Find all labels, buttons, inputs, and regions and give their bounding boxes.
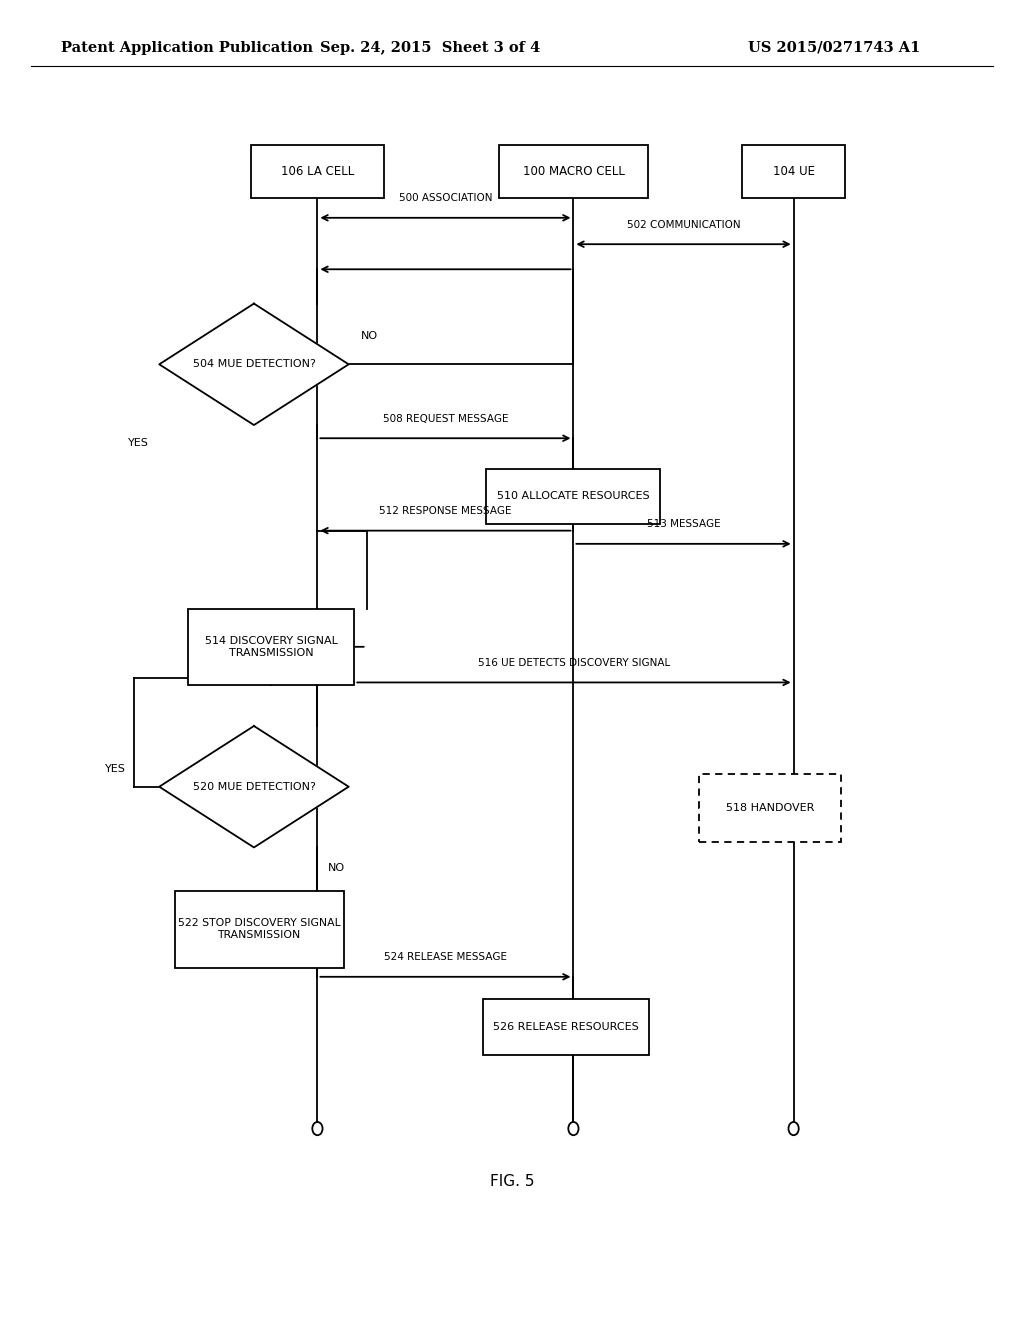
Polygon shape — [160, 304, 348, 425]
Text: NO: NO — [328, 863, 345, 874]
Text: 512 RESPONSE MESSAGE: 512 RESPONSE MESSAGE — [379, 506, 512, 516]
Text: 524 RELEASE MESSAGE: 524 RELEASE MESSAGE — [384, 952, 507, 962]
Bar — [174, 891, 344, 968]
Bar — [500, 145, 648, 198]
Text: 516 UE DETECTS DISCOVERY SIGNAL: 516 UE DETECTS DISCOVERY SIGNAL — [478, 657, 670, 668]
Bar — [251, 145, 384, 198]
Text: 522 STOP DISCOVERY SIGNAL
TRANSMISSION: 522 STOP DISCOVERY SIGNAL TRANSMISSION — [178, 919, 340, 940]
Text: 514 DISCOVERY SIGNAL
TRANSMISSION: 514 DISCOVERY SIGNAL TRANSMISSION — [205, 636, 338, 657]
Text: 106 LA CELL: 106 LA CELL — [281, 165, 354, 178]
Text: YES: YES — [128, 438, 150, 449]
Text: 518 HANDOVER: 518 HANDOVER — [726, 803, 814, 813]
Bar — [188, 609, 354, 685]
Text: 526 RELEASE RESOURCES: 526 RELEASE RESOURCES — [494, 1022, 639, 1032]
Text: 504 MUE DETECTION?: 504 MUE DETECTION? — [193, 359, 315, 370]
Text: 513 MESSAGE: 513 MESSAGE — [647, 519, 720, 529]
Text: 104 UE: 104 UE — [772, 165, 815, 178]
Text: NO: NO — [361, 330, 378, 341]
Text: 520 MUE DETECTION?: 520 MUE DETECTION? — [193, 781, 315, 792]
Text: 510 ALLOCATE RESOURCES: 510 ALLOCATE RESOURCES — [497, 491, 650, 502]
Bar — [699, 774, 841, 842]
Text: 100 MACRO CELL: 100 MACRO CELL — [522, 165, 625, 178]
Text: 508 REQUEST MESSAGE: 508 REQUEST MESSAGE — [383, 413, 508, 424]
Text: FIG. 5: FIG. 5 — [489, 1173, 535, 1189]
Polygon shape — [160, 726, 348, 847]
Text: 502 COMMUNICATION: 502 COMMUNICATION — [627, 219, 740, 230]
Text: Patent Application Publication: Patent Application Publication — [61, 41, 313, 54]
Text: Sep. 24, 2015  Sheet 3 of 4: Sep. 24, 2015 Sheet 3 of 4 — [319, 41, 541, 54]
Bar — [486, 469, 660, 524]
Bar — [483, 999, 649, 1055]
Bar — [742, 145, 845, 198]
Text: US 2015/0271743 A1: US 2015/0271743 A1 — [748, 41, 920, 54]
Text: YES: YES — [104, 763, 125, 774]
Text: 500 ASSOCIATION: 500 ASSOCIATION — [398, 193, 493, 203]
